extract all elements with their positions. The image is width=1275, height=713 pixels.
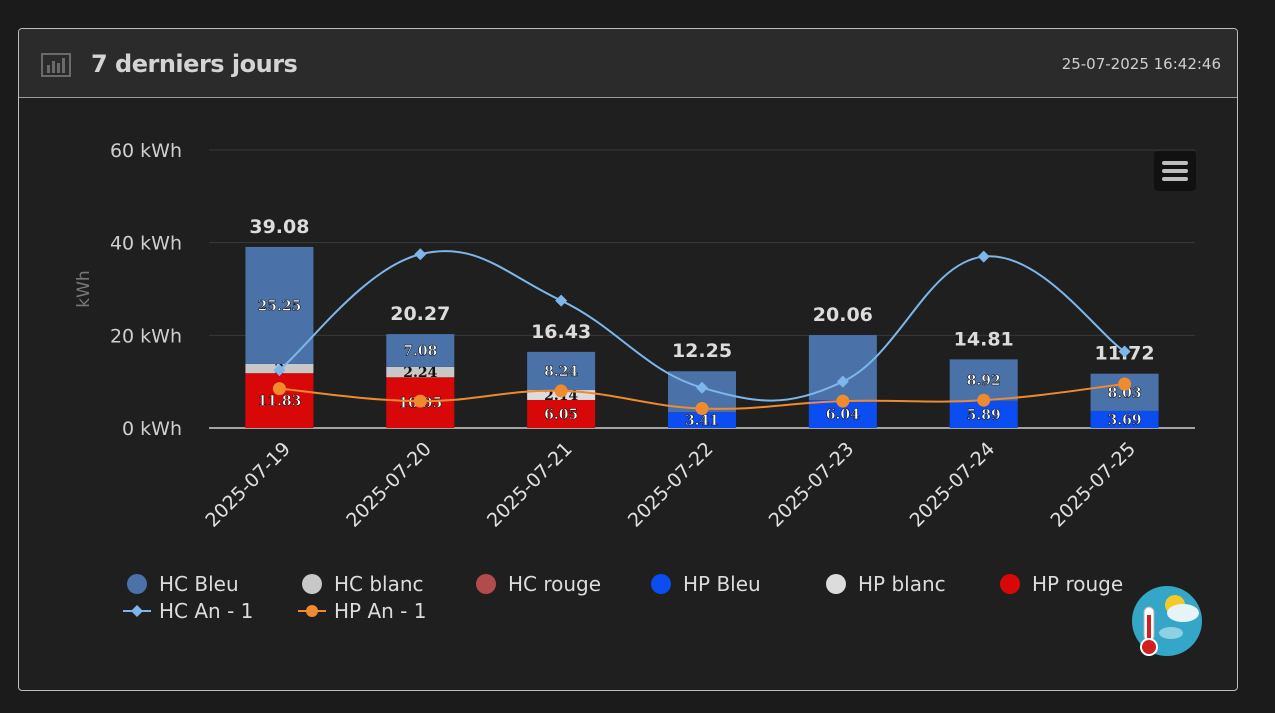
line-point	[696, 381, 708, 394]
data-label: 5.89	[967, 407, 1001, 423]
line-point	[1118, 377, 1132, 391]
line-point	[695, 402, 709, 416]
x-tick-label: 2025-07-21	[483, 438, 577, 532]
line-point	[977, 250, 990, 263]
legend-label: HC rouge	[508, 572, 601, 596]
y-tick-label: 0 kWh	[122, 418, 182, 440]
total-label: 39.08	[249, 216, 309, 238]
legend-marker	[476, 574, 496, 594]
line-point	[1118, 345, 1131, 358]
data-label: 8.03	[1108, 385, 1142, 401]
legend-marker	[306, 605, 318, 617]
legend-marker	[826, 574, 846, 594]
bar-segment	[1090, 410, 1159, 428]
legend-label: HC blanc	[334, 572, 424, 596]
legend-label: HP An - 1	[334, 599, 426, 623]
legend-label: HP rouge	[1032, 572, 1123, 596]
timestamp: 25-07-2025 16:42:46	[1061, 55, 1221, 73]
legend-marker	[651, 574, 671, 594]
chart-panel: 7 derniers jours 25-07-2025 16:42:46 0 k…	[18, 28, 1238, 691]
legend-marker	[1000, 574, 1020, 594]
line-point	[413, 394, 427, 408]
x-tick-label: 2025-07-24	[906, 438, 1000, 532]
data-label: 6.04	[826, 407, 860, 423]
line-point	[836, 394, 850, 408]
total-label: 20.27	[390, 303, 450, 325]
line-point	[273, 364, 286, 377]
data-label: 6.05	[544, 407, 578, 423]
data-label: 3.41	[685, 413, 719, 429]
line-point	[272, 382, 286, 396]
data-label: 3.69	[1108, 412, 1142, 428]
bar-segment	[386, 334, 455, 367]
line-point	[555, 294, 568, 307]
line-point	[414, 248, 427, 261]
data-label: 8.24	[544, 364, 578, 380]
bar-segment	[245, 246, 314, 364]
x-tick-label: 2025-07-22	[624, 438, 718, 532]
line-point	[554, 384, 568, 398]
page-title: 7 derniers jours	[91, 50, 298, 78]
bar-segment	[386, 366, 455, 378]
legend-marker	[127, 574, 147, 594]
total-label: 16.43	[531, 321, 591, 343]
bar-segment	[808, 335, 877, 401]
data-label: 25.25	[258, 298, 302, 314]
total-label: 20.06	[813, 304, 873, 326]
y-axis-title: kWh	[74, 270, 94, 307]
legend-label: HC An - 1	[159, 599, 253, 623]
bar-chart-icon	[41, 53, 71, 77]
hamburger-menu-icon[interactable]	[1154, 151, 1196, 191]
total-label: 12.25	[672, 340, 732, 362]
legend-label: HC Bleu	[159, 572, 239, 596]
x-tick-label: 2025-07-19	[201, 438, 295, 532]
x-tick-label: 2025-07-20	[342, 438, 436, 532]
thermometer-weather-icon[interactable]	[1131, 585, 1203, 657]
line-point	[836, 375, 849, 388]
bar-segment	[527, 399, 596, 428]
legend-label: HP Bleu	[683, 572, 761, 596]
line-point	[977, 393, 991, 407]
y-tick-label: 40 kWh	[110, 233, 182, 255]
legend-label: HP blanc	[858, 572, 946, 596]
data-label: 7.08	[403, 343, 437, 359]
y-tick-label: 20 kWh	[110, 325, 182, 347]
bar-segment	[527, 351, 596, 391]
x-tick-label: 2025-07-25	[1046, 438, 1140, 532]
y-tick-label: 60 kWh	[110, 140, 182, 162]
bar-segment	[668, 412, 736, 428]
legend-marker	[131, 605, 143, 617]
data-label: 2.24	[403, 365, 437, 381]
data-label: 11.83	[258, 394, 302, 410]
total-label: 14.81	[954, 328, 1014, 350]
data-label: 8.92	[967, 373, 1001, 389]
x-tick-label: 2025-07-23	[765, 438, 859, 532]
panel-header: 7 derniers jours 25-07-2025 16:42:46	[19, 29, 1237, 98]
legend-marker	[302, 574, 322, 594]
